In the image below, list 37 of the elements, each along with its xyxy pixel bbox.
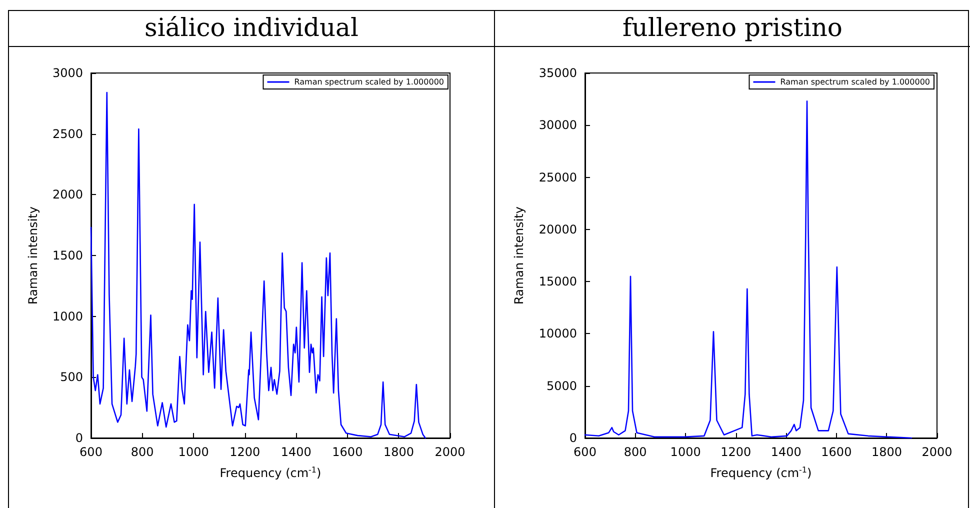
y-axis-title: Raman intensity [512,206,526,304]
x-tick-label: 1000 [178,445,209,459]
x-tick-label: 800 [624,445,647,459]
y-tick-label: 1500 [52,248,83,262]
x-tick-label: 2000 [434,445,466,459]
x-tick-label: 1200 [230,445,260,459]
y-tick-label: 500 [60,370,83,384]
y-tick-label: 2000 [52,188,83,202]
y-tick-label: 20000 [538,222,577,236]
y-tick-label: 10000 [538,326,577,341]
x-tick-label: 1600 [332,445,363,459]
y-tick-label: 2500 [52,126,83,141]
x-tick-label: 1800 [383,445,414,459]
y-tick-label: 15000 [538,274,577,289]
chart-title: fullereno pristino [495,11,970,47]
y-tick-label: 0 [75,431,83,445]
x-tick-label: 1000 [670,445,701,459]
y-tick-label: 0 [569,431,577,445]
legend-label: Raman spectrum scaled by 1.000000 [294,78,444,86]
x-tick-label: 1400 [280,445,312,459]
chart-title: siálico individual [9,11,494,47]
y-axis-title: Raman intensity [26,206,40,304]
x-tick-label: 1800 [871,445,902,459]
x-tick-label: 600 [574,445,596,459]
y-tick-label: 5000 [546,378,577,393]
x-tick-label: 1400 [770,445,802,459]
y-tick-label: 3000 [52,66,83,80]
x-tick-label: 1200 [720,445,752,459]
x-tick-label: 800 [130,445,154,459]
y-tick-label: 35000 [538,66,577,80]
y-tick-label: 30000 [538,118,577,132]
x-tick-label: 600 [80,445,102,459]
y-tick-label: 25000 [538,170,577,184]
x-tick-label: 1600 [821,445,852,459]
x-tick-label: 2000 [922,445,952,459]
y-tick-label: 1000 [52,309,83,324]
legend-label: Raman spectrum scaled by 1.000000 [780,78,930,86]
